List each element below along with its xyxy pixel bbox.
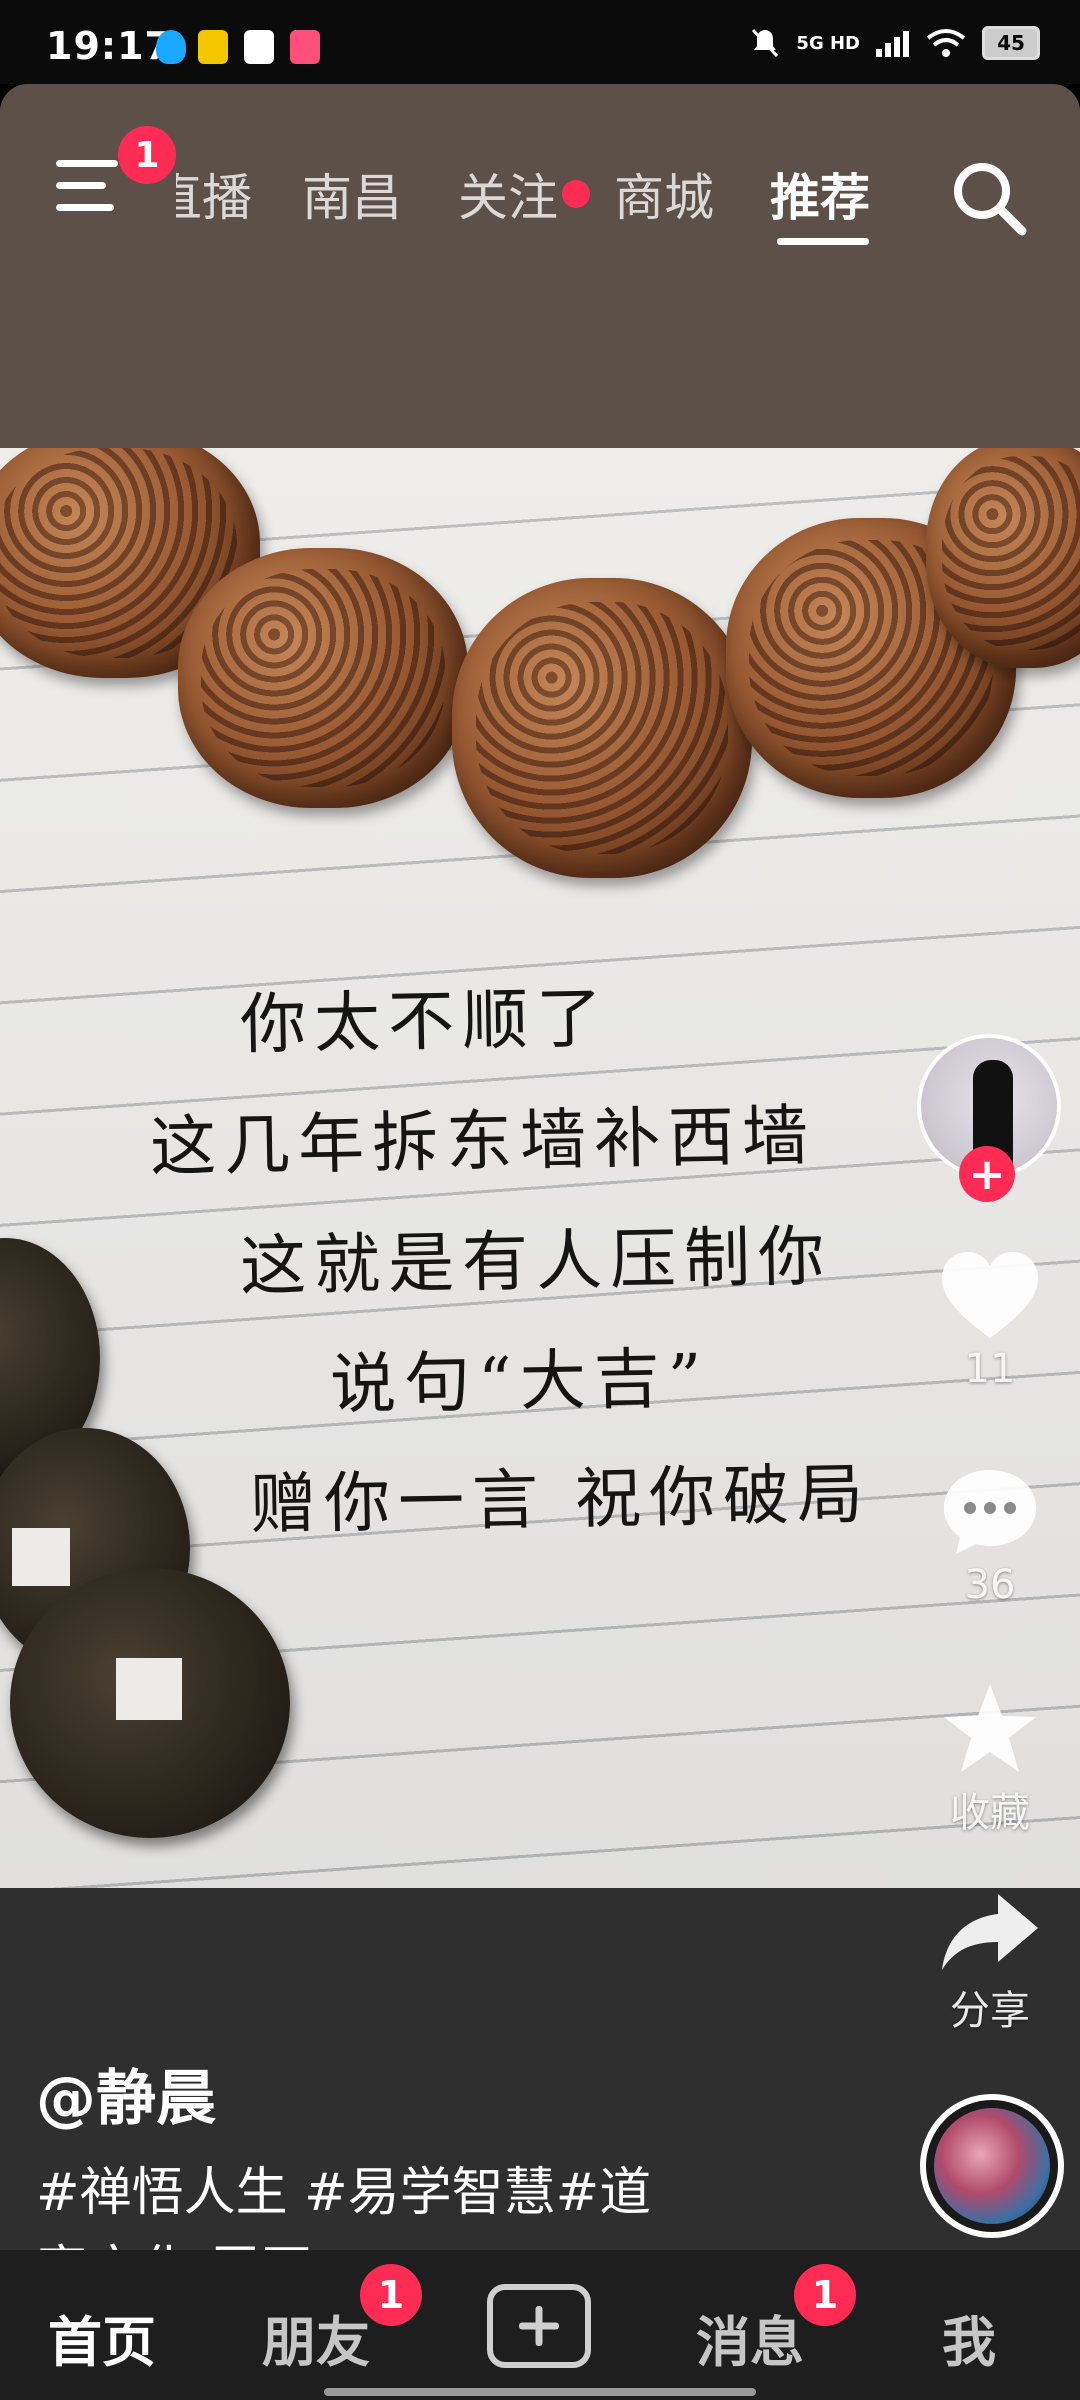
home-indicator[interactable] [324, 2388, 756, 2396]
tab-me[interactable]: 我 [942, 2311, 996, 2374]
handwriting-line: 这就是有人压制你 [239, 1217, 833, 1306]
like-button[interactable]: 11 [910, 1250, 1070, 1392]
handwriting-line: 你太不顺了 [239, 979, 611, 1064]
status-right-icons: 5G HD 45 [750, 26, 1040, 60]
handwriting-line: 说句“大吉” [329, 1339, 711, 1424]
top-nav: 1 直播 南昌 关注 商城 推荐 [0, 120, 1080, 245]
follow-button[interactable]: + [959, 1146, 1015, 1202]
walnut [452, 578, 752, 878]
status-bar: 19:17 5G HD 45 [0, 0, 1080, 84]
tab-home[interactable]: 首页 [48, 2311, 156, 2374]
search-icon[interactable] [946, 155, 1030, 239]
like-count: 11 [964, 1346, 1016, 1392]
tab-live[interactable]: 直播 [176, 169, 252, 227]
following-dot [562, 180, 590, 208]
mute-bell-icon [752, 28, 779, 58]
share-arrow-icon [942, 1894, 1038, 1970]
post-image[interactable]: 你太不顺了 这几年拆东墙补西墙 这就是有人压制你 说句“大吉” 赠你一言 祝你破… [0, 448, 1080, 1888]
friends-badge: 1 [360, 2264, 422, 2326]
music-disc[interactable] [920, 2094, 1064, 2238]
comment-button[interactable]: 36 [910, 1466, 1070, 1608]
author-name[interactable]: @静晨 [36, 2064, 216, 2134]
handwriting-line: 赠你一言 祝你破局 [249, 1455, 872, 1544]
star-icon [944, 1684, 1036, 1772]
flash-icon [244, 30, 274, 64]
bottom-nav: 首页 朋友 1 消息 1 我 [0, 2250, 1080, 2400]
tab-recommend[interactable]: 推荐 [770, 169, 870, 227]
network-label: 5G HD [796, 32, 860, 54]
top-band [0, 84, 1080, 448]
share-button[interactable]: 分享 [910, 1890, 1070, 2036]
walnut [178, 548, 468, 808]
tab-messages[interactable]: 消息 [696, 2311, 804, 2374]
active-tab-underline [777, 238, 869, 245]
app-badge-icon [198, 30, 228, 64]
share-label: 分享 [950, 1988, 1030, 2034]
signal-icon [876, 31, 909, 57]
create-post-button[interactable] [487, 2284, 591, 2368]
tab-following[interactable]: 关注 [458, 169, 558, 227]
app-pink-icon [290, 30, 320, 64]
handwriting-line: 这几年拆东墙补西墙 [149, 1097, 817, 1186]
caption: #禅悟人生 #易学智慧#道 家文化 展开 [36, 2154, 736, 2250]
walnut [926, 448, 1080, 668]
caption-line[interactable]: #禅悟人生 #易学智慧#道 [36, 2163, 652, 2223]
comment-count: 36 [964, 1562, 1016, 1608]
favorite-label: 收藏 [950, 1790, 1030, 1836]
tab-friends[interactable]: 朋友 [262, 2311, 370, 2374]
coin [10, 1568, 290, 1838]
menu-badge: 1 [118, 126, 176, 184]
tab-mall[interactable]: 商城 [614, 169, 714, 227]
menu-icon[interactable] [56, 160, 118, 214]
tab-nanchang[interactable]: 南昌 [302, 169, 402, 227]
status-time: 19:17 [46, 24, 172, 68]
bottom-band [0, 1888, 1080, 2250]
comment-icon [944, 1470, 1036, 1554]
qq-icon [156, 30, 186, 64]
messages-badge: 1 [794, 2264, 856, 2326]
video-feed[interactable]: 1 直播 南昌 关注 商城 推荐 你太不顺了 这几年拆东墙补西墙 这就是有人压制… [0, 84, 1080, 2250]
wifi-icon [926, 29, 966, 57]
caption-line[interactable]: 家文化 展开 [36, 2232, 736, 2250]
favorite-button[interactable]: 收藏 [910, 1680, 1070, 1838]
battery-icon: 45 [982, 26, 1040, 60]
heart-icon [942, 1252, 1038, 1338]
